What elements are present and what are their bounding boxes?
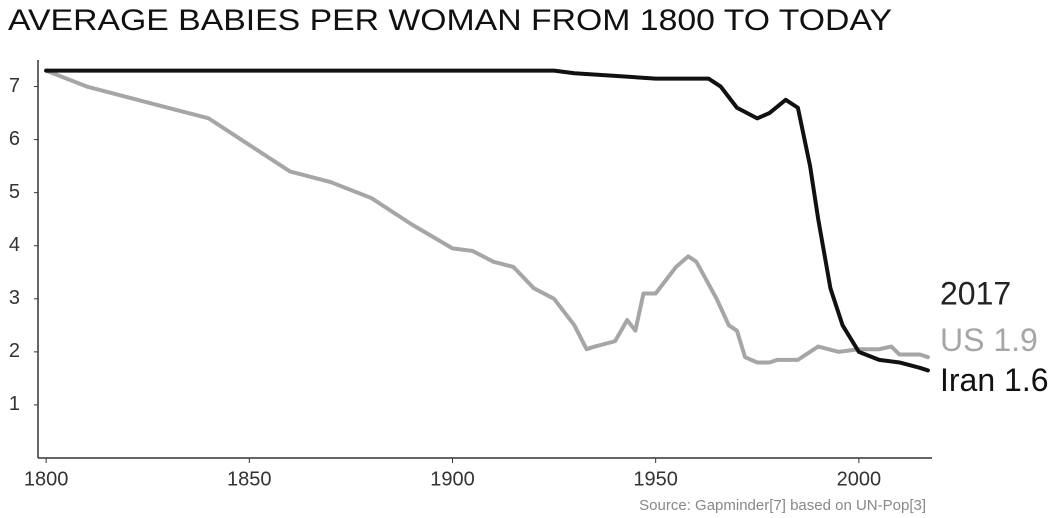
series-name: Iran xyxy=(940,362,995,398)
x-tick-label: 1900 xyxy=(430,468,475,490)
y-tick-label: 7 xyxy=(9,75,20,97)
end-label: Iran 1.6 xyxy=(940,362,1049,398)
line xyxy=(44,68,930,373)
series-name: US xyxy=(940,322,984,358)
y-tick-label: 4 xyxy=(9,234,20,256)
end-value: 1.6 xyxy=(1004,362,1048,398)
end-value: 1.9 xyxy=(993,322,1037,358)
x-tick-label: 2000 xyxy=(837,468,882,490)
y-tick-label: 6 xyxy=(9,128,20,150)
source: Source: Gapminder[7] based on UN-Pop[3] xyxy=(639,497,926,514)
x-tick-label: 1800 xyxy=(24,468,69,490)
line xyxy=(44,68,930,365)
y-tick-label: 1 xyxy=(9,393,20,415)
x-tick-label: 1950 xyxy=(633,468,678,490)
y-tick-label: 3 xyxy=(9,287,20,309)
y-tick-label: 2 xyxy=(9,340,20,362)
x-tick-label: 1850 xyxy=(227,468,272,490)
chart-title: AVERAGE BABIES PER WOMAN FROM 1800 TO TO… xyxy=(8,4,892,37)
end-year-label: 2017 xyxy=(940,275,1011,311)
y-tick-label: 5 xyxy=(9,181,20,203)
end-label: US 1.9 xyxy=(940,322,1038,358)
